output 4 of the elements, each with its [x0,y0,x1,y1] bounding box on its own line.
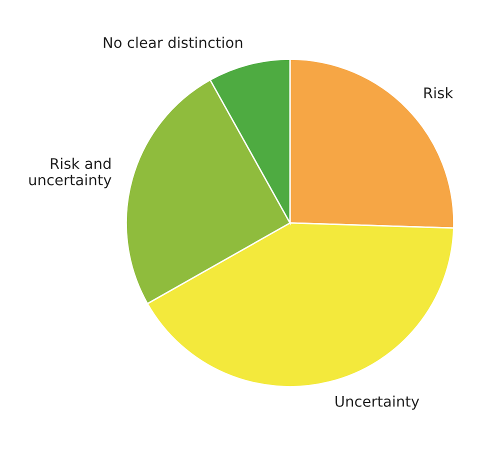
slice-label: No clear distinction [104,36,242,48]
slice-label: Uncertainty [336,396,420,410]
slice-label: Risk [424,87,454,98]
slice-label: Risk and uncertainty [29,158,112,188]
